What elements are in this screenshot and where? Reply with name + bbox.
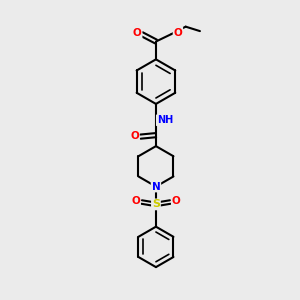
Text: O: O — [133, 28, 142, 38]
Text: S: S — [152, 200, 160, 209]
Text: NH: NH — [157, 115, 173, 125]
Text: O: O — [174, 28, 182, 38]
Text: N: N — [152, 182, 160, 192]
Text: O: O — [172, 196, 181, 206]
Text: O: O — [130, 131, 139, 141]
Text: O: O — [131, 196, 140, 206]
